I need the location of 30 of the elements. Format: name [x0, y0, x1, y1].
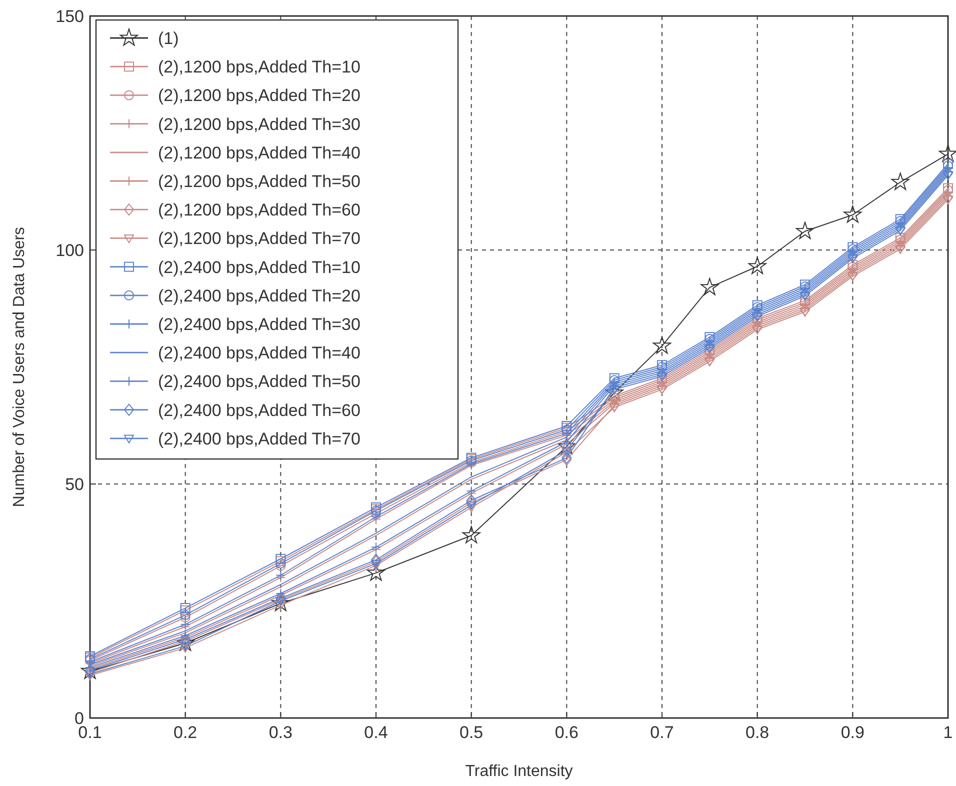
legend-label: (2),2400 bps,Added Th=20 — [158, 286, 360, 306]
legend-label: (2),1200 bps,Added Th=40 — [158, 143, 360, 162]
legend-label: (2),2400 bps,Added Th=10 — [158, 258, 360, 277]
legend-label: (2),1200 bps,Added Th=10 — [158, 58, 360, 77]
x-tick-label: 0.7 — [650, 723, 674, 742]
x-tick-label: 0.3 — [268, 723, 292, 742]
legend-label: (2),2400 bps,Added Th=30 — [158, 315, 360, 334]
legend-label: (2),2400 bps,Added Th=70 — [158, 429, 360, 448]
x-tick-label: 0.1 — [78, 723, 102, 742]
x-tick-label: 0.9 — [840, 723, 864, 742]
legend-label: (2),2400 bps,Added Th=60 — [158, 400, 360, 420]
y-tick-label: 100 — [56, 241, 84, 260]
legend-label: (2),1200 bps,Added Th=70 — [158, 229, 360, 248]
x-tick-label: 0.8 — [746, 723, 770, 742]
y-axis-title: Number of Voice Users and Data Users — [11, 226, 28, 508]
x-tick-label: 0.4 — [364, 723, 388, 742]
legend-label: (2),1200 bps,Added Th=50 — [158, 172, 360, 191]
y-tick-label: 50 — [65, 475, 84, 494]
legend-label: (2),1200 bps,Added Th=30 — [158, 114, 360, 134]
x-tick-label: 0.2 — [174, 723, 198, 742]
x-axis-title: Traffic Intensity — [465, 763, 573, 780]
legend-label: (2),2400 bps,Added Th=40 — [158, 344, 360, 363]
legend-label: (2),1200 bps,Added Th=20 — [158, 86, 360, 106]
x-tick-label: 0.6 — [554, 723, 578, 742]
legend-label: (2),1200 bps,Added Th=60 — [158, 200, 360, 220]
x-tick-label: 1 — [943, 723, 953, 742]
legend-label: (2),2400 bps,Added Th=50 — [158, 372, 360, 392]
legend-label: (1) — [158, 29, 179, 48]
x-tick-label: 0.5 — [460, 723, 484, 742]
y-tick-label: 150 — [56, 7, 84, 26]
